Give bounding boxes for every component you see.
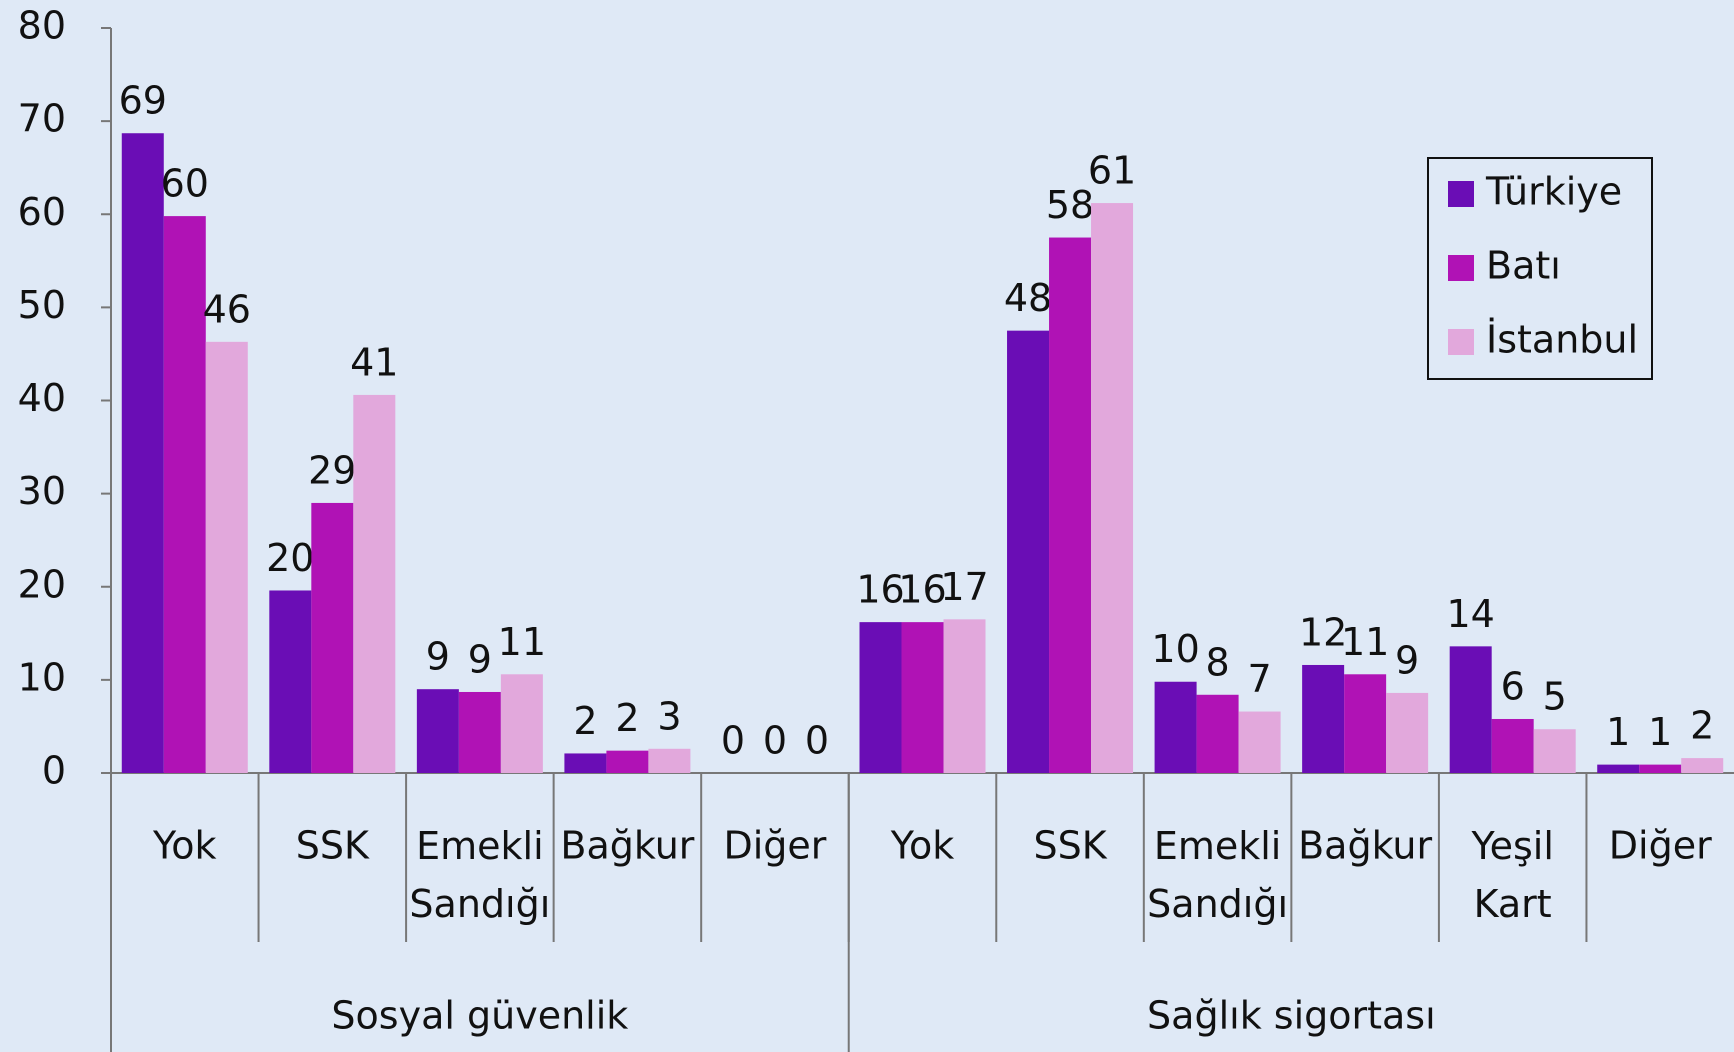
bar xyxy=(1007,330,1050,773)
legend-box xyxy=(1427,157,1653,380)
x-tick-label: Yok xyxy=(890,824,954,868)
bar xyxy=(416,689,459,773)
value-label: 20 xyxy=(266,536,314,580)
bar xyxy=(1302,664,1345,773)
value-label: 69 xyxy=(119,79,167,123)
value-label: 29 xyxy=(308,448,356,492)
bar xyxy=(606,750,649,773)
y-tick-label: 50 xyxy=(18,283,66,327)
value-label: 12 xyxy=(1299,610,1347,654)
value-label: 7 xyxy=(1247,657,1271,701)
bar xyxy=(1681,758,1724,773)
bar xyxy=(943,619,986,773)
bar xyxy=(353,394,396,773)
legend-swatch xyxy=(1448,181,1474,207)
bar xyxy=(901,622,944,773)
value-label: 46 xyxy=(203,287,251,331)
bar xyxy=(1196,694,1239,773)
value-label: 6 xyxy=(1501,664,1525,708)
bar xyxy=(458,691,501,773)
value-label: 61 xyxy=(1088,149,1136,193)
value-label: 9 xyxy=(1395,638,1419,682)
bar xyxy=(1386,692,1429,773)
value-label: 48 xyxy=(1004,276,1052,320)
y-tick-label: 60 xyxy=(18,190,66,234)
value-label: 17 xyxy=(940,565,988,609)
x-tick-label: SSK xyxy=(296,824,370,868)
value-label: 2 xyxy=(573,699,597,743)
y-tick-label: 10 xyxy=(18,655,66,699)
y-tick-label: 40 xyxy=(18,376,66,420)
y-tick-label: 30 xyxy=(18,469,66,513)
bar xyxy=(1449,646,1492,773)
bar xyxy=(859,622,902,773)
value-label: 0 xyxy=(763,719,787,763)
x-tick-label: Diğer xyxy=(723,824,826,868)
legend-swatch xyxy=(1448,255,1474,281)
value-label: 11 xyxy=(1341,620,1389,664)
bar xyxy=(1639,764,1682,773)
y-tick-label: 0 xyxy=(42,749,66,793)
value-label: 16 xyxy=(898,568,946,612)
value-label: 2 xyxy=(1690,704,1714,748)
bar xyxy=(1344,674,1387,773)
x-tick-label: Diğer xyxy=(1609,824,1712,868)
value-label: 0 xyxy=(721,719,745,763)
value-label: 2 xyxy=(615,696,639,740)
y-tick-label: 80 xyxy=(18,4,66,48)
bar xyxy=(269,590,312,773)
value-label: 16 xyxy=(856,568,904,612)
bar xyxy=(1091,203,1134,773)
legend-label: Batı xyxy=(1486,244,1561,288)
value-label: 0 xyxy=(805,719,829,763)
y-tick-label: 70 xyxy=(18,97,66,141)
bar xyxy=(1597,764,1640,773)
value-label: 1 xyxy=(1606,710,1630,754)
x-tick-label: Bağkur xyxy=(1298,824,1432,868)
bar xyxy=(1049,237,1092,773)
legend-swatch xyxy=(1448,329,1474,355)
value-label: 1 xyxy=(1648,710,1672,754)
value-label: 9 xyxy=(468,637,492,681)
value-label: 8 xyxy=(1205,640,1229,684)
x-tick-label: Yok xyxy=(152,824,216,868)
value-label: 3 xyxy=(657,694,681,738)
value-label: 5 xyxy=(1543,675,1567,719)
value-label: 41 xyxy=(350,340,398,384)
x-tick-label: SSK xyxy=(1033,824,1107,868)
value-label: 10 xyxy=(1151,627,1199,671)
legend-label: İstanbul xyxy=(1486,318,1638,362)
value-label: 58 xyxy=(1046,183,1094,227)
value-label: 11 xyxy=(498,620,546,664)
value-label: 14 xyxy=(1447,592,1495,636)
bar xyxy=(311,502,354,773)
group-label: Sağlık sigortası xyxy=(1147,994,1436,1038)
bar xyxy=(1533,729,1576,773)
group-label: Sosyal güvenlik xyxy=(331,994,628,1038)
legend-label: Türkiye xyxy=(1485,170,1622,214)
bar xyxy=(500,674,543,773)
bar xyxy=(564,753,607,773)
value-label: 60 xyxy=(161,162,209,206)
value-label: 9 xyxy=(426,635,450,679)
bar xyxy=(205,341,248,773)
bar xyxy=(648,748,691,773)
x-tick-label: Emekli Sandığı xyxy=(409,824,550,926)
y-tick-label: 20 xyxy=(18,562,66,606)
x-tick-label: Bağkur xyxy=(560,824,694,868)
bar xyxy=(1491,718,1534,773)
bar xyxy=(1238,711,1281,773)
bar xyxy=(163,216,206,774)
bar xyxy=(121,133,164,773)
x-tick-label: Emekli Sandığı xyxy=(1147,824,1288,926)
bar xyxy=(1154,681,1197,773)
x-tick-label: Yeşil Kart xyxy=(1470,824,1553,926)
